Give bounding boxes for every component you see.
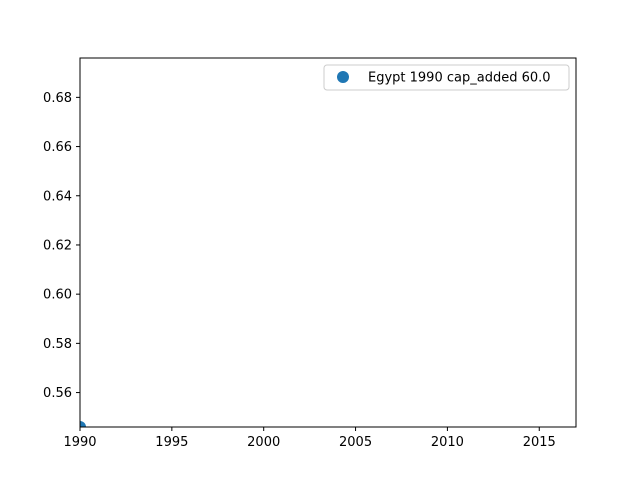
x-tick-label: 2010 — [431, 435, 464, 450]
y-tick-label: 0.60 — [43, 288, 72, 303]
x-tick-label: 1995 — [155, 435, 188, 450]
x-axis: 1990 1995 2000 2005 2010 2015 — [63, 427, 556, 450]
plot-frame — [79, 57, 577, 428]
y-tick-label: 0.58 — [43, 337, 72, 352]
plot-background — [80, 58, 576, 427]
scatter-point — [80, 421, 86, 427]
legend-label: Egypt 1990 cap_added 60.0 — [368, 71, 551, 86]
y-tick-label: 0.66 — [43, 140, 72, 155]
y-tick-label: 0.68 — [43, 91, 72, 106]
y-tick-label: 0.64 — [43, 189, 72, 204]
x-tick-label: 2000 — [247, 435, 280, 450]
y-axis: 0.56 0.58 0.60 0.62 0.64 0.66 0.68 — [43, 91, 80, 401]
legend: Egypt 1990 cap_added 60.0 — [323, 64, 570, 91]
legend-box — [323, 64, 570, 91]
plot-area — [79, 57, 577, 428]
legend-marker — [337, 71, 349, 83]
x-tick-label: 2005 — [339, 435, 372, 450]
x-tick-label: 2015 — [523, 435, 556, 450]
y-tick-label: 0.56 — [43, 386, 72, 401]
data-points — [80, 421, 86, 427]
x-tick-label: 1990 — [63, 435, 96, 450]
y-tick-label: 0.62 — [43, 238, 72, 253]
